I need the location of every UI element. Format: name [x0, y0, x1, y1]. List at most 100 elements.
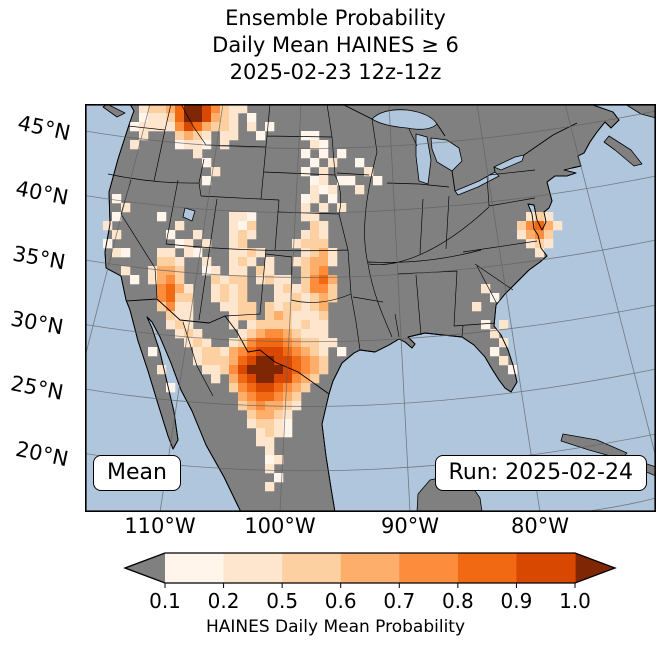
prob-cell — [319, 347, 329, 357]
prob-cell — [337, 149, 347, 159]
prob-cell — [310, 329, 320, 339]
prob-cell — [193, 248, 203, 258]
prob-cell — [193, 131, 203, 141]
prob-cell — [202, 131, 212, 141]
parallel-45n — [85, 110, 656, 149]
prob-cell — [229, 383, 239, 393]
prob-cell — [274, 428, 284, 438]
prob-cell — [229, 239, 239, 249]
prob-cell — [319, 266, 329, 276]
prob-cell — [184, 122, 194, 132]
prob-cell — [310, 176, 320, 186]
prob-cell — [265, 455, 275, 465]
prob-cell — [292, 401, 302, 411]
prob-cell — [319, 239, 329, 249]
prob-cell — [517, 230, 527, 240]
prob-cell — [211, 266, 221, 276]
prob-cell — [265, 347, 275, 357]
prob-cell — [175, 257, 185, 267]
prob-cell — [247, 374, 257, 384]
map-svg — [85, 104, 656, 512]
prob-cell — [283, 320, 293, 330]
title-line-2: Daily Mean HAINES ≥ 6 — [212, 33, 459, 57]
prob-cell — [310, 275, 320, 285]
prob-cell — [166, 284, 176, 294]
prob-cell — [256, 392, 266, 402]
prob-cell — [274, 329, 284, 339]
prob-cell — [166, 383, 176, 393]
prob-cell — [157, 284, 167, 294]
prob-cell — [292, 257, 302, 267]
prob-cell — [229, 131, 239, 141]
prob-cell — [310, 293, 320, 303]
prob-cell — [310, 221, 320, 231]
prob-cell — [265, 365, 275, 375]
prob-cell — [247, 221, 257, 231]
prob-cell — [283, 392, 293, 402]
prob-cell — [265, 464, 275, 474]
prob-cell — [310, 347, 320, 357]
prob-cell — [265, 329, 275, 339]
prob-cell — [112, 248, 122, 258]
figure-title: Ensemble Probability Daily Mean HAINES ≥… — [0, 5, 671, 86]
prob-cell — [220, 284, 230, 294]
prob-cell — [292, 320, 302, 330]
prob-cell — [319, 230, 329, 240]
prob-cell — [526, 239, 536, 249]
prob-cell — [292, 311, 302, 321]
prob-cell — [220, 140, 230, 150]
colorbar-tick-label: 1.0 — [559, 589, 591, 613]
prob-cell — [292, 347, 302, 357]
prob-cell — [202, 113, 212, 123]
prob-cell — [265, 374, 275, 384]
prob-cell — [247, 230, 257, 240]
prob-cell — [139, 122, 149, 132]
prob-cell — [301, 131, 311, 141]
prob-cell — [202, 365, 212, 375]
prob-cell — [238, 311, 248, 321]
prob-cell — [256, 131, 266, 141]
prob-cell — [292, 293, 302, 303]
prob-cell — [238, 257, 248, 267]
prob-cell — [220, 104, 230, 114]
prob-cell — [517, 221, 527, 231]
prob-cell — [310, 365, 320, 375]
colorbar-tick-label: 0.2 — [207, 589, 240, 613]
colorbar-axis-label: HAINES Daily Mean Probability — [205, 617, 466, 637]
prob-cell — [544, 230, 554, 240]
prob-cell — [319, 356, 329, 366]
prob-cell — [157, 257, 167, 267]
prob-cell — [265, 419, 275, 429]
prob-cell — [211, 122, 221, 132]
prob-cell — [211, 365, 221, 375]
prob-cell — [274, 302, 284, 312]
lat-tick-label: 40°N — [13, 176, 71, 210]
prob-cell — [184, 239, 194, 249]
prob-cell — [319, 203, 329, 213]
prob-cell — [319, 221, 329, 231]
prob-cell — [310, 185, 320, 195]
prob-cell — [310, 257, 320, 267]
prob-cell — [499, 356, 509, 366]
run-date-label: Run: 2025-02-24 — [448, 460, 633, 485]
colorbar — [100, 551, 620, 591]
prob-cell — [229, 113, 239, 123]
prob-cell — [202, 356, 212, 366]
prob-cell — [238, 275, 248, 285]
prob-cell — [274, 365, 284, 375]
prob-cell — [499, 320, 509, 330]
prob-cell — [238, 365, 248, 375]
meridian-90w — [388, 104, 411, 512]
prob-cell — [175, 131, 185, 141]
prob-cell — [220, 113, 230, 123]
prob-cell — [148, 113, 158, 123]
prob-cell — [337, 176, 347, 186]
prob-cell — [301, 194, 311, 204]
prob-cell — [193, 356, 203, 366]
prob-cell — [265, 410, 275, 420]
lat-tick-label: 30°N — [8, 306, 66, 340]
prob-cell — [292, 302, 302, 312]
prob-cell — [202, 239, 212, 249]
prob-cell — [193, 113, 203, 123]
prob-cell — [202, 140, 212, 150]
